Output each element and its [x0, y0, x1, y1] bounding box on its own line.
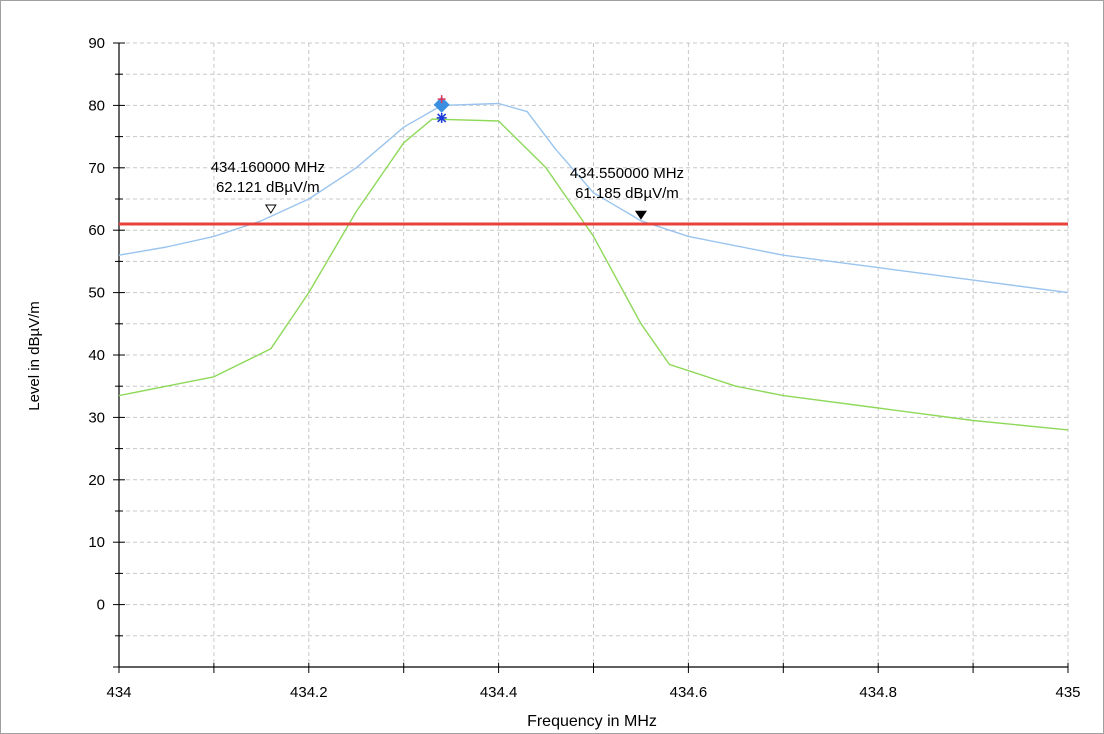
axes: 0 10 20 30 40 50 60 70 80 90 434 434.2 434.4 434.6 434…: [88, 35, 1080, 701]
y-tick-label: 0: [97, 597, 105, 614]
x-axis-label: Frequency in MHz: [527, 713, 657, 730]
marker-frequency-label: 434.550000 MHz: [570, 165, 684, 182]
marker-frequency-label: 434.160000 MHz: [211, 159, 325, 176]
peak-diamond-marker: [433, 96, 450, 113]
marker-level-label: 61.185 dBµV/m: [575, 185, 679, 202]
x-tick-label: 434: [106, 684, 131, 701]
x-tick-label: 434.8: [859, 684, 897, 701]
grid: [119, 42, 1069, 668]
x-tick-label: 435: [1055, 684, 1080, 701]
series-line-2: [118, 118, 1069, 431]
x-tick-label: 434.2: [290, 684, 328, 701]
peak-plus-marker: [437, 95, 446, 104]
marker-triangle-open: [264, 204, 277, 214]
y-tick-label: 70: [88, 160, 105, 177]
peak-star-marker: [436, 112, 447, 123]
annotations-layer: 434.160000 MHz 62.121 dBµV/m 434.550000 MH…: [211, 159, 684, 220]
y-tick-label: 50: [88, 285, 105, 302]
y-axis-label: Level in dBµV/m: [26, 301, 43, 411]
x-tick-label: 434.6: [670, 684, 708, 701]
marker-level-label: 62.121 dBµV/m: [216, 179, 320, 196]
y-tick-label: 30: [88, 409, 105, 426]
x-tick-label: 434.4: [480, 684, 518, 701]
marker-triangle-filled: [634, 210, 647, 220]
y-tick-label: 10: [88, 534, 105, 551]
y-tick-label: 40: [88, 347, 105, 364]
y-tick-label: 90: [88, 35, 105, 52]
y-tick-label: 80: [88, 97, 105, 114]
markers-layer: [433, 95, 450, 123]
y-tick-label: 20: [88, 472, 105, 489]
y-tick-label: 60: [88, 222, 105, 239]
